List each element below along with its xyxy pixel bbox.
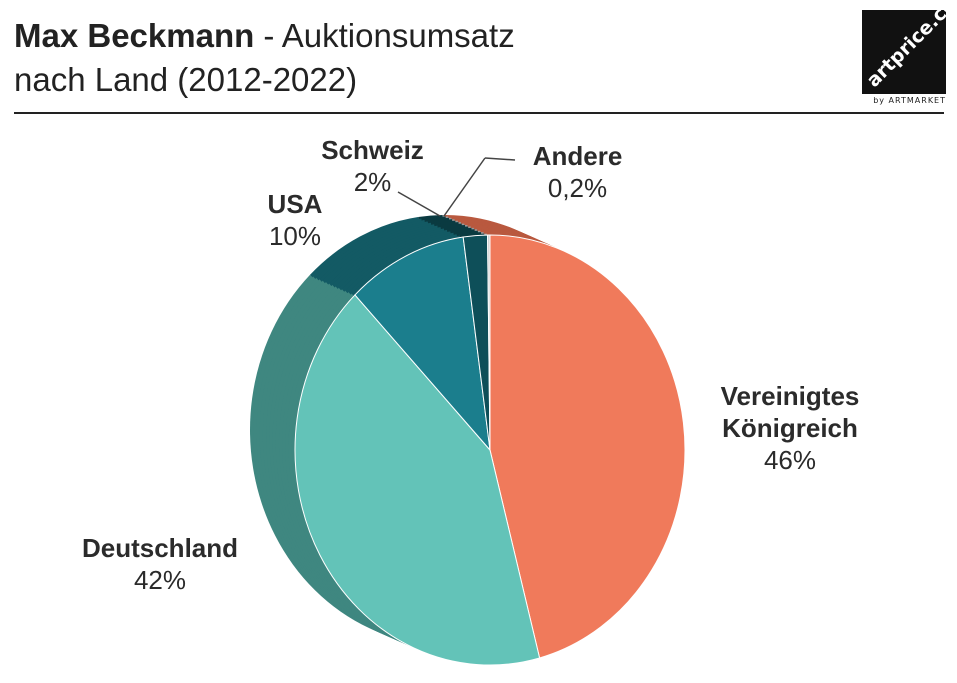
label-pct-andere: 0,2% xyxy=(547,173,608,203)
label-schweiz: Schweiz 2% xyxy=(300,134,445,198)
label-name-andere: Andere xyxy=(532,141,623,171)
artprice-logo: artprice.com xyxy=(862,10,946,94)
slice-deutschland xyxy=(294,294,541,666)
pie-slices xyxy=(294,234,686,666)
label-andere: Andere 0,2% xyxy=(505,140,650,204)
label-deutschland: Deutschland 42% xyxy=(40,532,280,596)
label-line-1: Vereinigtes xyxy=(720,381,860,411)
label-vereinigtes-koenigreich: Vereinigtes Königreich 46% xyxy=(650,380,930,476)
chart-title: Max Beckmann - Auktionsumsatz nach Land … xyxy=(14,14,814,102)
slice-vereinigtes-k-nigreich xyxy=(489,234,686,659)
label-line-2: Königreich xyxy=(722,413,858,443)
label-pct-deutschland: 42% xyxy=(133,565,187,595)
label-usa: USA 10% xyxy=(235,188,355,252)
title-divider xyxy=(14,112,944,114)
leader-line-andere-1 xyxy=(484,157,516,161)
title-bold: Max Beckmann xyxy=(14,17,255,54)
slice-andere xyxy=(487,234,491,451)
label-name-schweiz: Schweiz xyxy=(321,135,424,165)
leader-line-schweiz xyxy=(397,191,441,217)
title-line2: nach Land (2012-2022) xyxy=(14,61,358,98)
logo-subtext: by ARTMARKET xyxy=(873,96,946,105)
label-name-vereinigtes-koenigreich: Vereinigtes Königreich xyxy=(650,380,930,444)
label-pct-usa: 10% xyxy=(268,221,322,251)
label-pct-vereinigtes-koenigreich: 46% xyxy=(763,445,817,475)
slice-usa xyxy=(354,236,491,452)
label-name-usa: USA xyxy=(267,189,323,219)
leader-line-andere-2 xyxy=(443,157,486,217)
label-pct-schweiz: 2% xyxy=(353,167,392,197)
leader-lines xyxy=(397,157,516,217)
label-name-deutschland: Deutschland xyxy=(81,533,239,563)
title-rest: - Auktionsumsatz xyxy=(254,17,515,54)
